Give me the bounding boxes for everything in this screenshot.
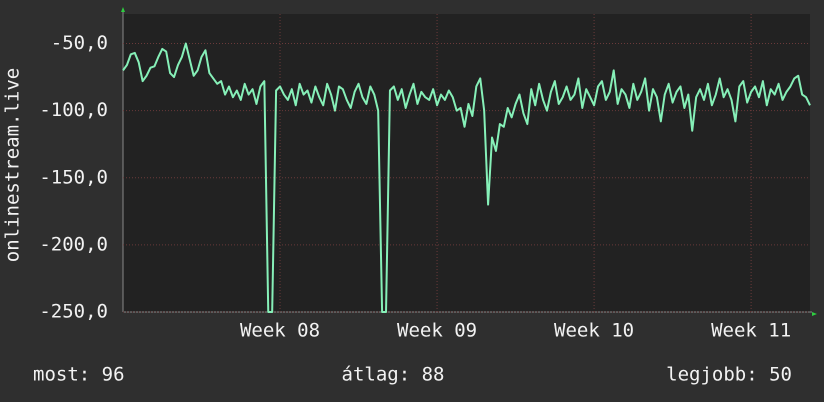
x-tick-label: Week 11 [711,320,791,342]
y-tick-label: -250,0 [39,301,108,323]
summary-text: most: 96 [33,364,125,386]
summary-text: átlag: 88 [342,364,445,386]
y-tick-label: -200,0 [39,233,108,255]
summary-text: legjobb: 50 [666,364,792,386]
x-tick-label: Week 10 [554,320,634,342]
y-tick-label: -100,0 [39,99,108,121]
axis-arrow [121,7,125,12]
x-tick-label: Week 08 [240,320,320,342]
axis-arrow [812,312,817,316]
data-line [122,42,811,313]
y-tick-label: -150,0 [39,166,108,188]
y-axis-title: onlinestream.live [2,68,24,262]
plot-area [123,14,810,312]
y-tick-label: -50,0 [51,32,108,54]
x-tick-label: Week 09 [397,320,477,342]
